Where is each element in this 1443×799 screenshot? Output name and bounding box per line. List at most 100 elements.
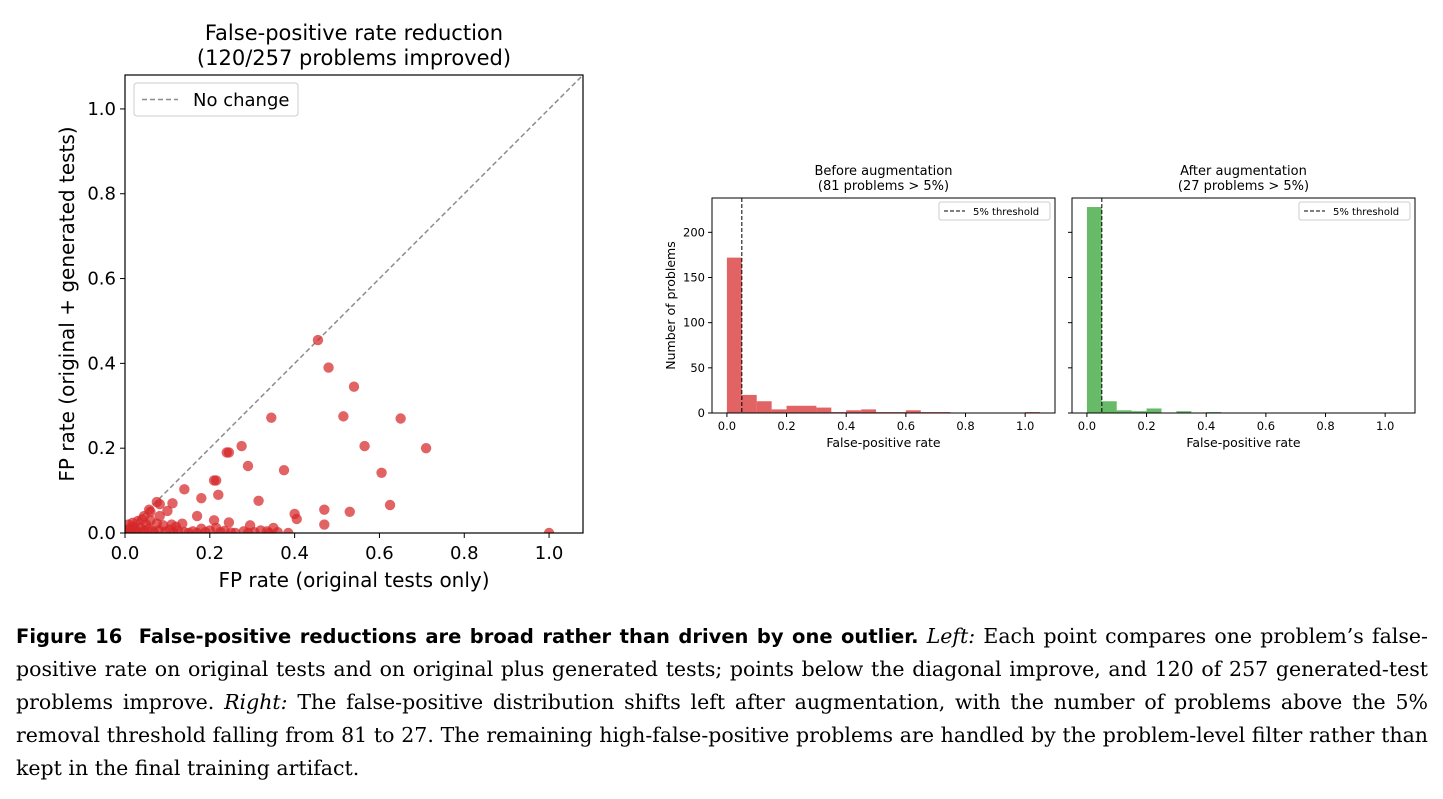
histogram-bar — [1086, 207, 1102, 413]
histogram-bar — [1116, 410, 1132, 413]
caption-right-label: Right: — [224, 690, 288, 714]
histogram-bar — [1146, 408, 1162, 413]
scatter-point — [154, 498, 165, 510]
caption-label: Figure 16 — [16, 625, 123, 648]
no-change-line — [125, 75, 583, 533]
scatter-point — [149, 527, 160, 533]
x-tick-label: 1.0 — [1016, 419, 1034, 433]
histogram-bar — [786, 405, 802, 413]
scatter-point — [168, 527, 179, 533]
histogram-legend-box — [938, 201, 1051, 221]
histogram-subtitle: (27 problems > 5%) — [1178, 179, 1309, 194]
histogram-bar — [861, 409, 877, 413]
histogram-legend-label: 5% threshold — [1333, 207, 1399, 218]
y-tick-label: 1.0 — [87, 99, 116, 120]
figure: 0.00.00.20.20.40.40.60.60.80.81.01.0Fals… — [55, 21, 1416, 592]
scatter-point — [223, 517, 235, 528]
x-tick-label: 0.8 — [956, 419, 974, 433]
y-tick-label: 0 — [698, 406, 705, 420]
scatter-y-axis-label: FP rate (original + generated tests) — [55, 126, 79, 481]
x-tick-label: 0.4 — [1197, 419, 1215, 433]
y-tick-label: 200 — [683, 225, 705, 239]
scatter-point — [210, 475, 222, 486]
histogram-bar — [726, 257, 742, 413]
scatter-point — [263, 527, 275, 533]
scatter-legend-box — [133, 82, 299, 117]
y-tick-label: 0.0 — [87, 523, 116, 544]
y-tick-label: 100 — [683, 316, 705, 330]
histogram-bar — [741, 394, 757, 413]
scatter-point — [266, 412, 277, 423]
scatter-point — [348, 381, 360, 392]
caption-headline: False-positive reductions are broad rath… — [138, 625, 919, 648]
scatter-point — [323, 362, 334, 373]
x-tick-label: 1.0 — [535, 543, 564, 564]
x-tick-label: 0.4 — [837, 419, 855, 433]
scatter-point — [319, 504, 330, 515]
x-tick-label: 0.2 — [195, 543, 224, 564]
caption-right-text: The false-positive distribution shifts l… — [16, 690, 1428, 780]
y-tick-label: 0.8 — [87, 184, 116, 205]
scatter-point — [338, 411, 349, 422]
x-tick-label: 0.6 — [897, 419, 915, 433]
histogram-x-axis-label: False-positive rate — [1186, 435, 1301, 450]
scatter-legend-label: No change — [193, 90, 289, 111]
histogram-bar — [801, 405, 817, 413]
scatter-point — [137, 527, 149, 533]
x-tick-label: 0.0 — [111, 543, 140, 564]
scatter-point — [359, 440, 370, 452]
scatter-point — [376, 467, 387, 478]
y-tick-label: 150 — [683, 270, 705, 284]
x-tick-label: 0.8 — [1316, 419, 1334, 433]
scatter-point — [395, 413, 406, 424]
x-tick-label: 0.0 — [1078, 419, 1096, 433]
scatter-point — [191, 527, 203, 533]
figure-caption: Figure 16 False-positive reductions are … — [16, 620, 1428, 785]
scatter-point — [179, 484, 190, 495]
scatter-frame — [124, 74, 584, 534]
scatter-point — [230, 527, 241, 533]
caption-left-label: Left: — [926, 624, 976, 648]
scatter-point — [543, 527, 555, 533]
x-tick-label: 0.8 — [450, 543, 479, 564]
scatter-point — [191, 510, 203, 522]
scatter-point — [183, 527, 194, 533]
x-tick-label: 1.0 — [1376, 419, 1394, 433]
x-tick-label: 0.0 — [718, 419, 736, 433]
x-tick-label: 0.4 — [280, 543, 309, 564]
scatter-point — [162, 505, 173, 517]
scatter-subtitle: (120/257 problems improved) — [197, 46, 511, 70]
scatter-point — [221, 447, 232, 458]
histogram-title: Before augmentation — [815, 164, 953, 179]
x-tick-label: 0.6 — [1257, 419, 1275, 433]
scatter-point — [278, 465, 290, 476]
histogram-legend-label: 5% threshold — [973, 207, 1039, 218]
histogram-bar — [1101, 401, 1117, 413]
scatter-point — [291, 513, 302, 525]
histogram-bar — [846, 410, 862, 413]
y-tick-label: 0.2 — [87, 438, 116, 459]
scatter-point — [242, 527, 254, 533]
scatter-point — [272, 526, 283, 533]
x-tick-label: 0.2 — [1137, 419, 1155, 433]
x-tick-label: 0.2 — [777, 419, 795, 433]
scatter-point — [167, 498, 178, 509]
scatter-point — [384, 499, 396, 511]
scatter-point — [242, 460, 254, 472]
scatter-point — [319, 519, 330, 530]
histogram-bar — [771, 409, 787, 413]
histogram-subtitle: (81 problems > 5%) — [818, 179, 949, 194]
scatter-point — [253, 495, 264, 506]
histogram-frame — [711, 197, 1056, 414]
histogram-bar — [905, 410, 921, 413]
scatter-x-axis-label: FP rate (original tests only) — [218, 568, 489, 592]
scatter-point — [344, 506, 355, 517]
scatter-point — [127, 517, 138, 529]
histogram-bar — [1176, 411, 1192, 413]
y-tick-label: 0.6 — [87, 269, 116, 290]
scatter-point — [213, 489, 224, 501]
histogram-title: After augmentation — [1180, 164, 1307, 179]
scatter-title: False-positive rate reduction — [205, 21, 503, 45]
histogram-frame — [1071, 197, 1416, 414]
histogram-legend-box — [1298, 201, 1411, 221]
